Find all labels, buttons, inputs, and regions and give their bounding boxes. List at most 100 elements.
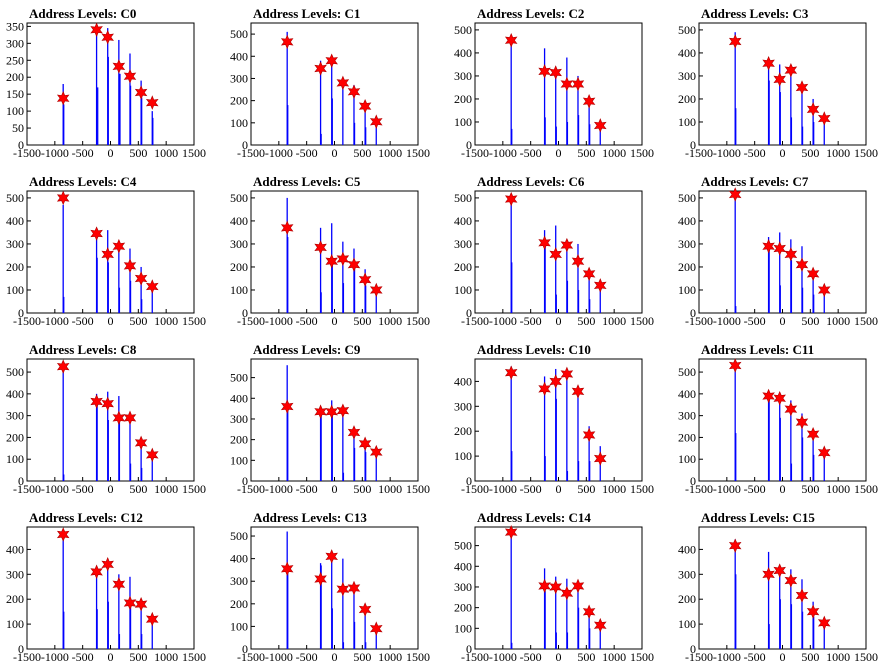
y-tick-label: 200 [6, 592, 24, 606]
y-tick-label: 0 [18, 642, 24, 656]
x-tick-label: 500 [577, 482, 595, 496]
x-tick-label: 0 [332, 314, 338, 328]
histogram-panel: Address Levels: C40100200300400500-1500-… [6, 174, 206, 328]
peak-marker [571, 384, 585, 399]
y-tick-label: 150 [6, 87, 24, 101]
chart-title: Address Levels: C12 [29, 510, 143, 525]
plot-frame [698, 22, 867, 146]
peak-marker [504, 365, 518, 380]
y-tick-label: 100 [454, 621, 472, 635]
y-tick-label: 100 [6, 452, 24, 466]
x-tick-label: -1500 [13, 146, 41, 160]
chart-title: Address Levels: C14 [477, 510, 591, 525]
x-tick-label: -1000 [713, 314, 741, 328]
y-tick-label: 400 [6, 387, 24, 401]
y-tick-label: 500 [678, 365, 696, 379]
x-tick-label: 500 [577, 650, 595, 664]
peak-marker [336, 403, 350, 418]
y-tick-label: 500 [6, 365, 24, 379]
chart-title: Address Levels: C6 [477, 174, 585, 189]
x-tick-label: 0 [556, 482, 562, 496]
x-tick-label: -500 [744, 314, 766, 328]
y-tick-label: 400 [230, 49, 248, 63]
chart-title: Address Levels: C3 [701, 6, 809, 21]
x-tick-label: 1000 [602, 146, 626, 160]
y-tick-label: 400 [678, 214, 696, 228]
histogram-panel: Address Levels: C30100200300400500-1500-… [678, 6, 878, 160]
peak-marker [817, 445, 831, 460]
x-tick-label: 1000 [378, 482, 402, 496]
peak-marker [101, 29, 114, 45]
peak-marker [314, 571, 327, 587]
y-tick-label: 300 [454, 399, 472, 413]
chart-title: Address Levels: C4 [29, 174, 137, 189]
y-tick-label: 100 [454, 449, 472, 463]
y-tick-label: 300 [678, 237, 696, 251]
peak-marker [56, 527, 70, 542]
chart-title: Address Levels: C11 [701, 342, 814, 357]
peak-marker [358, 602, 372, 617]
y-tick-label: 100 [6, 104, 24, 118]
peak-marker [145, 95, 159, 110]
peak-marker [504, 191, 518, 207]
y-tick-label: 400 [6, 542, 24, 556]
chart-title: Address Levels: C7 [701, 174, 809, 189]
peak-marker [817, 282, 831, 298]
peak-marker [347, 580, 361, 596]
y-tick-label: 0 [690, 474, 696, 488]
y-tick-label: 200 [454, 260, 472, 274]
y-tick-label: 200 [230, 433, 248, 447]
y-tick-label: 300 [454, 237, 472, 251]
x-tick-label: -1500 [685, 482, 713, 496]
x-tick-label: -1500 [461, 650, 489, 664]
chart-title: Address Levels: C10 [477, 342, 591, 357]
x-tick-label: 1000 [154, 314, 178, 328]
x-tick-label: -500 [296, 482, 318, 496]
y-tick-label: 300 [6, 237, 24, 251]
peak-marker [280, 399, 294, 414]
y-tick-label: 400 [230, 552, 248, 566]
y-tick-label: 500 [454, 191, 472, 205]
y-tick-label: 0 [242, 138, 248, 152]
plot-frame [26, 22, 195, 146]
x-tick-label: -1000 [41, 650, 69, 664]
x-tick-label: 500 [353, 314, 371, 328]
y-tick-label: 0 [466, 642, 472, 656]
peak-marker [784, 247, 798, 262]
peak-marker [123, 258, 137, 274]
y-tick-label: 0 [242, 642, 248, 656]
peak-marker [549, 374, 562, 389]
plot-frame [250, 526, 419, 650]
peak-marker [784, 401, 798, 417]
y-tick-label: 200 [230, 597, 248, 611]
x-tick-label: 1000 [826, 314, 850, 328]
x-tick-label: -500 [72, 482, 94, 496]
chart-title: Address Levels: C5 [253, 174, 361, 189]
peak-marker [762, 388, 775, 404]
peak-marker [762, 567, 775, 582]
x-tick-label: 1500 [854, 650, 878, 664]
y-tick-label: 200 [678, 592, 696, 606]
peak-marker [817, 111, 831, 126]
peak-marker [369, 621, 383, 636]
y-tick-label: 400 [678, 387, 696, 401]
x-tick-label: -1000 [41, 482, 69, 496]
y-tick-label: 0 [690, 642, 696, 656]
y-tick-label: 300 [230, 412, 248, 426]
y-tick-label: 500 [678, 191, 696, 205]
y-tick-label: 100 [678, 115, 696, 129]
chart-title: Address Levels: C15 [701, 510, 815, 525]
y-tick-label: 400 [230, 214, 248, 228]
x-tick-label: -500 [72, 146, 94, 160]
peak-marker [369, 114, 383, 129]
y-tick-label: 200 [454, 601, 472, 615]
peak-marker [347, 84, 361, 100]
y-tick-label: 500 [6, 191, 24, 205]
peak-marker [728, 358, 742, 373]
peak-marker [538, 381, 551, 397]
peak-marker [795, 257, 809, 272]
peak-marker [593, 617, 607, 633]
x-tick-label: -1500 [461, 146, 489, 160]
peak-marker [145, 447, 159, 463]
x-tick-label: 500 [577, 314, 595, 328]
